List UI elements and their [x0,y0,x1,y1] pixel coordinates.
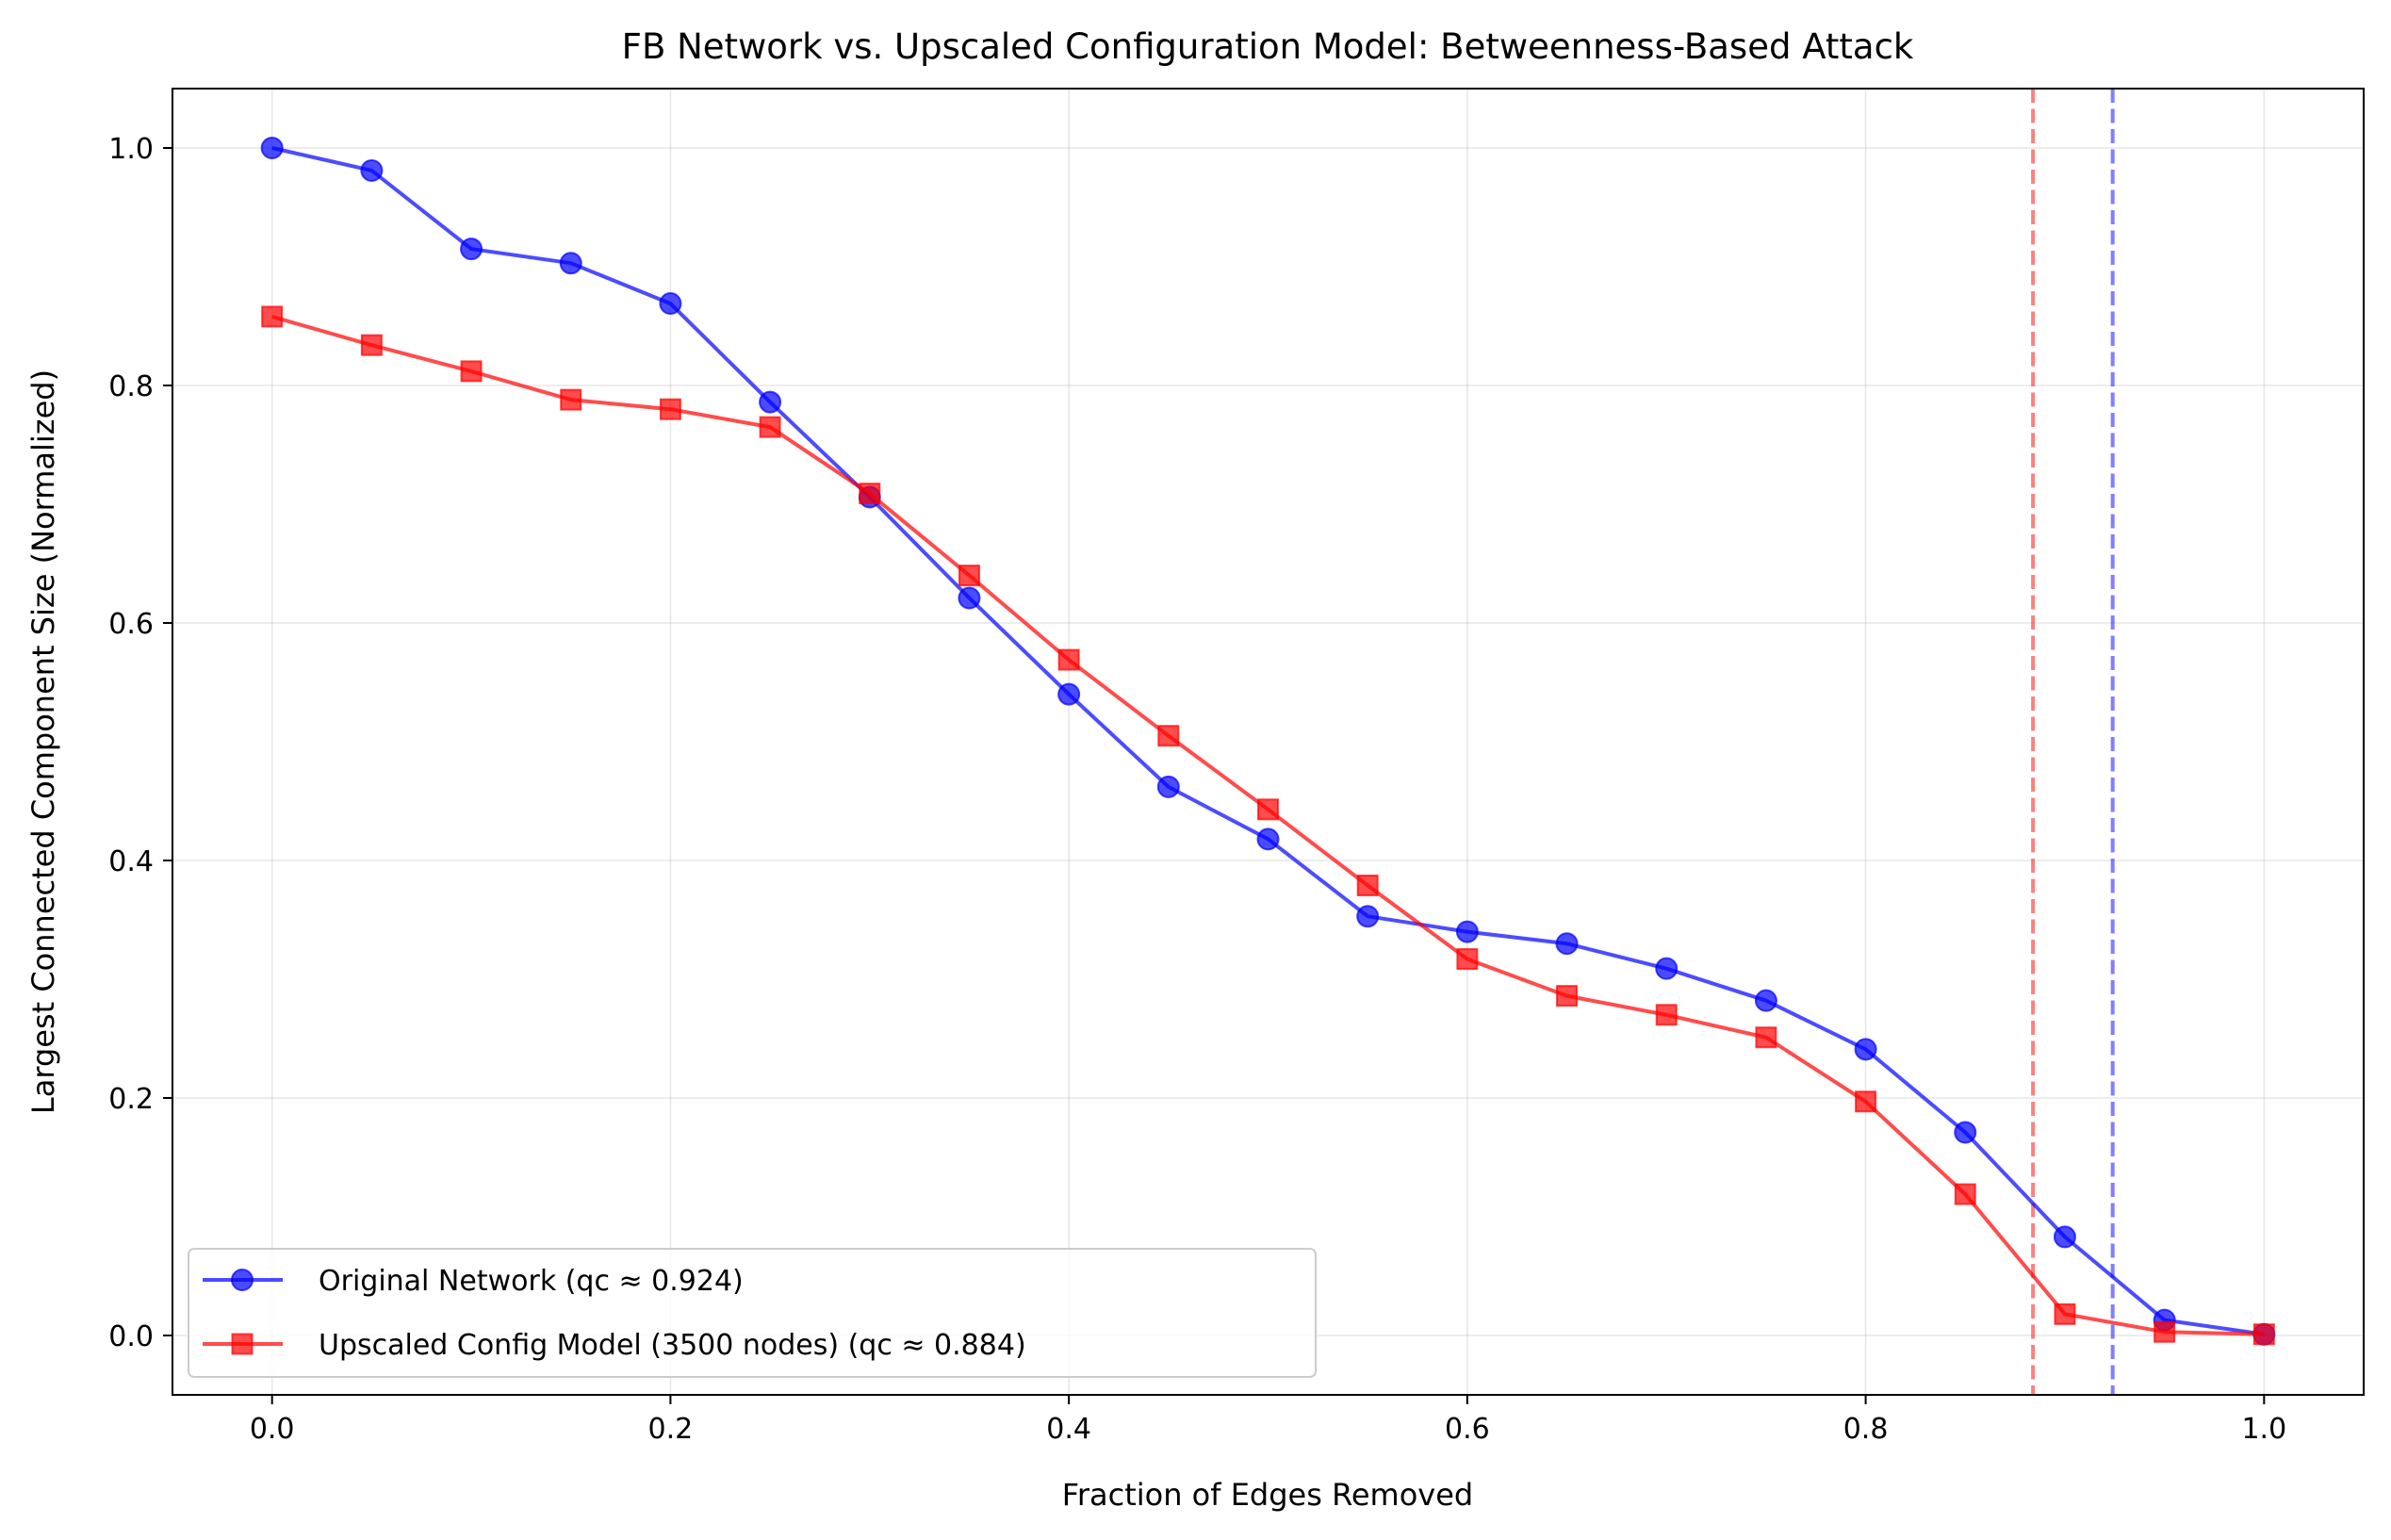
data-point [1655,957,1679,980]
series-2 [261,305,2275,1346]
legend-marker [231,1333,254,1355]
data-point [1356,874,1379,896]
data-point [1855,1090,1877,1113]
data-point [460,360,483,383]
series-line [271,314,2265,1336]
data-point [1954,1183,1976,1205]
x-axis-label: Fraction of Edges Removed [1062,1477,1473,1513]
data-point [759,416,781,438]
x-tick-label: 1.0 [2241,1413,2286,1446]
data-point [261,305,284,328]
data-point [1456,948,1479,971]
data-point [2154,1320,2176,1343]
data-point [1555,932,1579,956]
data-point [759,390,782,414]
data-point [1556,985,1579,1008]
data-point [1755,1026,1777,1049]
series-line [271,146,2265,1336]
y-tick-label: 0.0 [108,1320,154,1353]
chart-title: FB Network vs. Upscaled Configuration Mo… [622,26,1914,67]
data-point [1356,905,1380,928]
x-tick-label: 0.2 [648,1413,694,1446]
data-point [1455,920,1479,943]
data-point [1854,1038,1877,1061]
legend: Original Network (qc ≈ 0.924) Upscaled Co… [188,1248,1317,1378]
data-point [260,137,284,159]
data-point [2252,1323,2275,1346]
y-tick-label: 0.2 [108,1083,154,1116]
y-tick-label: 0.6 [108,608,154,641]
legend-marker [231,1269,254,1291]
data-point [1256,827,1280,851]
data-point [1257,798,1279,821]
plot-area-frame [172,88,2365,1396]
data-point [1655,1004,1678,1026]
data-point [659,398,681,420]
data-point [1057,682,1081,706]
x-tick-label: 0.8 [1843,1413,1889,1446]
data-point [1157,725,1180,747]
series-1 [260,137,2276,1346]
x-axis-ticks: 0.0 0.2 0.4 0.6 0.8 1.0 [250,1395,2286,1446]
y-axis-ticks: 0.0 0.2 0.4 0.6 0.8 1.0 [108,133,172,1353]
legend-box [188,1248,1317,1378]
data-point [360,158,384,182]
series-lines [260,137,2276,1346]
data-point [2054,1302,2076,1325]
data-point [659,292,682,316]
critical-threshold-lines [2031,89,2115,1395]
y-tick-label: 1.0 [108,133,154,166]
data-point [460,238,483,261]
x-tick-label: 0.4 [1046,1413,1091,1446]
y-axis-label: Largest Connected Component Size (Normal… [25,369,61,1114]
legend-label: Upscaled Config Model (3500 nodes) (qc ≈… [319,1329,1026,1362]
y-tick-label: 0.8 [108,370,154,403]
data-point [1754,989,1777,1012]
data-point [1057,648,1080,671]
legend-entries: Original Network (qc ≈ 0.924) Upscaled Co… [203,1265,1026,1362]
data-point [958,565,980,587]
x-tick-label: 0.0 [250,1413,295,1446]
data-point [360,334,383,356]
data-point [1954,1121,1977,1144]
data-point [559,252,582,275]
data-point [859,483,881,505]
data-point [1156,775,1180,798]
legend-label: Original Network (qc ≈ 0.924) [319,1265,744,1298]
y-tick-label: 0.4 [108,845,154,878]
data-point [560,388,582,411]
data-point [2053,1225,2076,1249]
x-tick-label: 0.6 [1445,1413,1490,1446]
data-point [958,586,981,610]
grid [172,89,2364,1395]
